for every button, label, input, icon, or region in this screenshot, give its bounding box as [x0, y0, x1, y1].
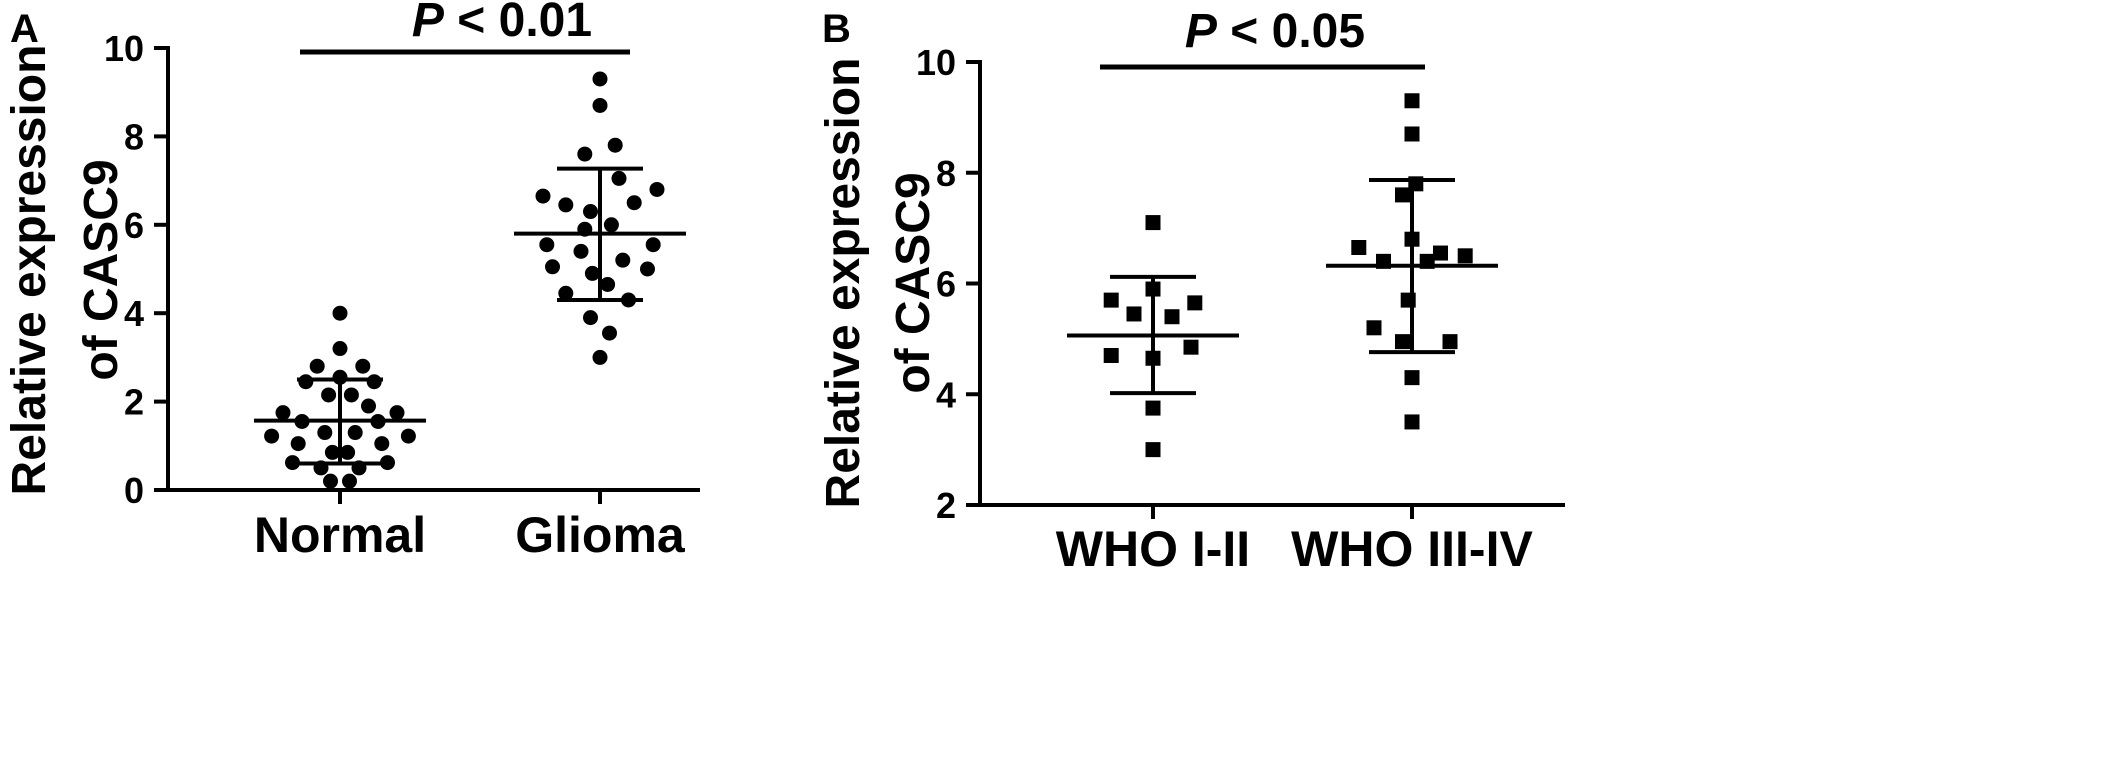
- x-tick-label: Glioma: [515, 507, 686, 563]
- y-tick-label: 4: [936, 374, 956, 415]
- data-point: [309, 358, 325, 374]
- data-point: [374, 436, 390, 452]
- p-value-label: P < 0.01: [412, 0, 592, 47]
- data-point: [1395, 187, 1410, 203]
- panel-letter: B: [822, 7, 851, 51]
- data-point: [645, 237, 661, 253]
- y-axis-label: of CASC9: [887, 172, 940, 393]
- y-tick-label: 6: [124, 205, 144, 246]
- data-point: [626, 195, 642, 211]
- data-point: [1145, 215, 1161, 231]
- data-point: [400, 428, 416, 444]
- data-point: [1433, 245, 1448, 261]
- y-tick-label: 6: [936, 264, 956, 305]
- data-point: [1103, 292, 1119, 308]
- data-point: [583, 204, 598, 220]
- p-symbol: P: [1185, 5, 1218, 58]
- data-point: [1145, 442, 1161, 458]
- panel-letter: A: [10, 7, 39, 51]
- data-point: [1404, 414, 1420, 430]
- y-tick-label: 4: [124, 293, 144, 334]
- data-point: [558, 197, 574, 213]
- data-point: [583, 310, 598, 326]
- data-point: [1457, 248, 1473, 264]
- data-point: [573, 243, 589, 259]
- data-point: [389, 405, 405, 421]
- data-point: [1404, 370, 1420, 386]
- data-point: [366, 374, 382, 390]
- x-tick-label: WHO I-II: [1056, 521, 1250, 577]
- data-point: [340, 444, 356, 460]
- y-tick-label: 8: [124, 116, 144, 157]
- data-point: [545, 259, 560, 275]
- data-point: [321, 387, 337, 403]
- data-point: [1126, 306, 1142, 322]
- data-point: [324, 444, 340, 460]
- y-axis-label: Relative expression: [817, 58, 870, 509]
- y-tick-label: 10: [916, 42, 956, 83]
- y-axis-label: Relative expression: [3, 45, 56, 496]
- data-point: [592, 349, 608, 365]
- y-tick-label: 10: [104, 28, 144, 69]
- data-point: [1366, 320, 1382, 336]
- data-point: [275, 405, 291, 421]
- data-point: [535, 188, 551, 204]
- data-point: [1187, 295, 1203, 311]
- panel-a: A 0 2 4 6 8 10 Normal Glioma Relative expression o…: [3, 0, 700, 563]
- data-point: [323, 473, 338, 489]
- p-value-label: P < 0.05: [1185, 5, 1365, 58]
- data-point: [558, 285, 574, 301]
- data-point: [584, 265, 600, 281]
- data-point: [1442, 334, 1458, 350]
- data-point: [298, 374, 314, 390]
- data-point: [600, 276, 616, 292]
- data-point: [1145, 400, 1161, 416]
- p-symbol: P: [412, 0, 445, 47]
- data-point: [1395, 334, 1410, 350]
- data-point: [649, 181, 665, 197]
- data-point: [380, 455, 395, 471]
- panel-b: B 2 4 6 8 10 WHO I-II WHO III-IV Relative expres…: [817, 5, 1565, 577]
- data-point: [640, 261, 655, 277]
- data-point: [607, 137, 623, 153]
- data-point: [1351, 240, 1367, 256]
- data-point: [264, 428, 280, 444]
- data-point: [1183, 339, 1199, 355]
- data-point: [1164, 309, 1180, 325]
- data-point: [592, 97, 608, 113]
- p-text: < 0.05: [1217, 5, 1365, 58]
- y-axis-label: of CASC9: [75, 159, 128, 380]
- data-point: [539, 237, 555, 253]
- data-point: [343, 387, 359, 403]
- data-point: [290, 436, 306, 452]
- data-point: [285, 455, 300, 471]
- data-point: [615, 252, 631, 268]
- data-point: [332, 341, 348, 357]
- data-point: [602, 325, 617, 341]
- data-point: [342, 473, 357, 489]
- x-tick-label: WHO III-IV: [1291, 521, 1533, 577]
- y-tick-label: 8: [936, 153, 956, 194]
- data-point: [577, 146, 593, 162]
- data-point: [317, 425, 333, 441]
- data-point: [347, 425, 363, 441]
- y-tick-label: 2: [124, 382, 144, 423]
- y-tick-label: 2: [936, 485, 956, 526]
- data-point: [1404, 93, 1420, 109]
- data-point: [1103, 347, 1119, 363]
- data-point: [1404, 126, 1420, 142]
- p-text: < 0.01: [444, 0, 592, 47]
- data-point: [355, 358, 371, 374]
- data-point: [592, 71, 608, 87]
- data-point: [332, 305, 348, 321]
- data-point: [611, 170, 627, 186]
- x-tick-label: Normal: [254, 507, 426, 563]
- data-point: [361, 398, 376, 414]
- data-point: [603, 217, 619, 233]
- y-tick-label: 0: [124, 470, 144, 511]
